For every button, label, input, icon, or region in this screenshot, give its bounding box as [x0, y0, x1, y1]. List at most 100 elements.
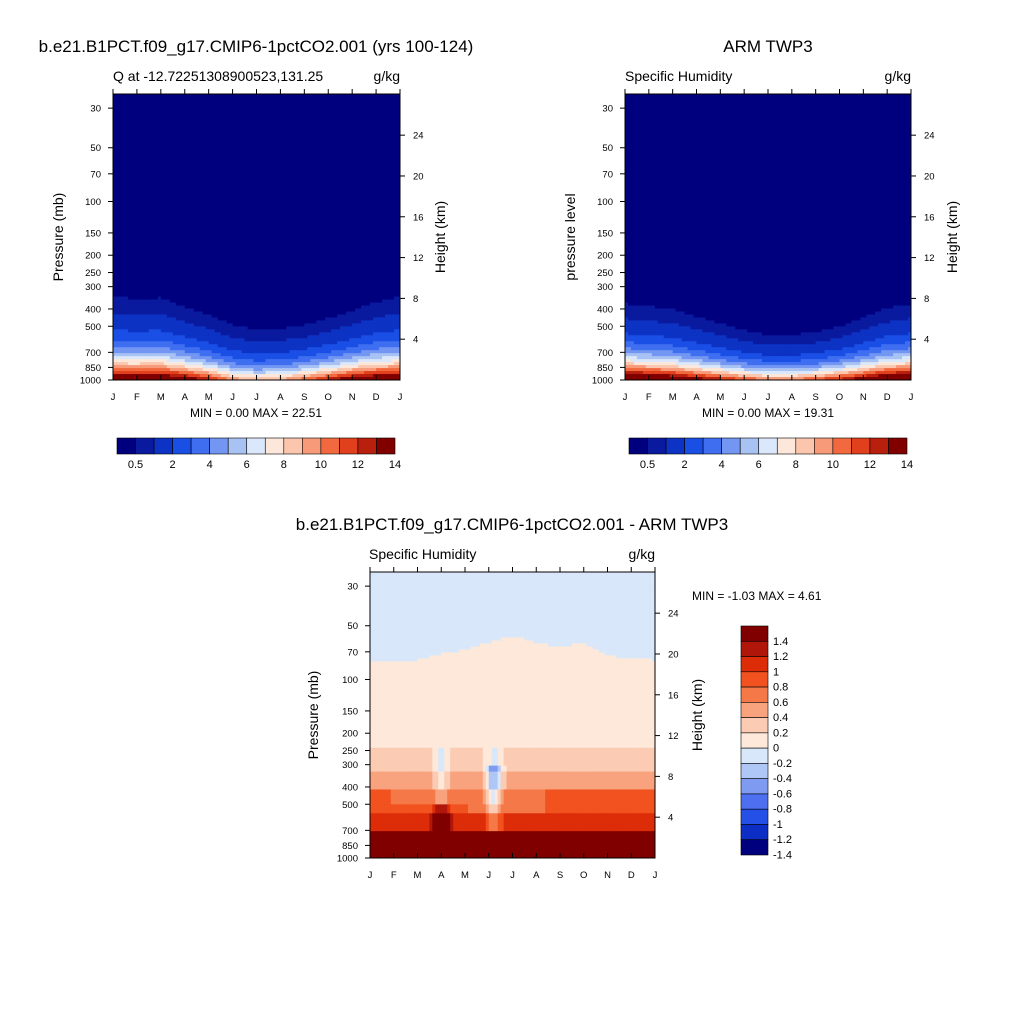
contour-cell: [361, 180, 365, 184]
contour-cell: [292, 210, 296, 214]
contour-cell: [298, 231, 302, 235]
contour-cell: [181, 99, 186, 104]
contour-cell: [280, 105, 285, 110]
contour-cell: [340, 228, 344, 232]
contour-cell: [277, 177, 282, 181]
contour-cell: [172, 126, 177, 131]
contour-cell: [313, 198, 317, 202]
contour-cell: [289, 99, 293, 104]
contour-cell: [151, 99, 156, 104]
contour-cell: [379, 141, 383, 146]
contour-cell: [349, 159, 353, 164]
contour-cell: [214, 144, 219, 149]
contour-cell: [253, 105, 258, 110]
contour-cell: [247, 219, 252, 223]
contour-cell: [217, 117, 222, 122]
contour-cell: [157, 237, 162, 241]
contour-cell: [346, 150, 350, 155]
contour-cell: [349, 96, 353, 101]
contour-cell: [271, 213, 276, 217]
contour-cell: [271, 210, 276, 214]
contour-cell: [337, 156, 341, 161]
contour-cell: [166, 111, 171, 116]
contour-cell: [352, 207, 356, 211]
contour-cell: [283, 94, 287, 98]
contour-cell: [394, 96, 398, 101]
contour-cell: [349, 237, 353, 241]
contour-cell: [217, 213, 222, 217]
contour-cell: [265, 99, 270, 104]
contour-cell: [211, 242, 216, 247]
contour-cell: [226, 159, 231, 164]
contour-cell: [244, 159, 249, 164]
contour-cell: [334, 201, 338, 205]
contour-cell: [157, 219, 162, 223]
contour-cell: [337, 237, 341, 241]
contour-cell: [148, 231, 153, 235]
panel-model: b.e21.B1PCT.f09_g17.CMIP6-1pctCO2.001 (y…: [39, 37, 474, 471]
contour-cell: [232, 242, 237, 247]
contour-cell: [247, 201, 252, 205]
contour-cell: [166, 198, 171, 202]
contour-cell: [172, 210, 177, 214]
contour-cell: [334, 132, 338, 137]
contour-cell: [199, 237, 204, 241]
contour-cell: [136, 195, 141, 199]
contour-cell: [250, 132, 255, 137]
contour-cell: [172, 168, 177, 173]
contour-cell: [229, 159, 234, 164]
contour-cell: [247, 231, 252, 235]
contour-cell: [145, 156, 150, 161]
contour-cell: [316, 198, 320, 202]
contour-cell: [301, 183, 305, 187]
contour-cell: [325, 207, 329, 211]
contour-cell: [358, 195, 362, 199]
contour-cell: [289, 195, 293, 199]
contour-cell: [235, 174, 240, 179]
contour-cell: [169, 239, 174, 244]
contour-cell: [373, 156, 377, 161]
contour-cell: [382, 120, 386, 125]
contour-cell: [280, 144, 285, 149]
contour-cell: [307, 174, 311, 179]
contour-cell: [397, 111, 400, 116]
contour-cell: [388, 168, 392, 173]
contour-cell: [271, 231, 276, 235]
contour-cell: [139, 225, 144, 229]
contour-cell: [373, 204, 377, 208]
contour-cell: [397, 186, 400, 190]
contour-cell: [379, 234, 383, 238]
contour-cell: [145, 222, 150, 226]
contour-cell: [382, 108, 386, 113]
contour-cell: [385, 99, 389, 104]
contour-cell: [379, 216, 383, 220]
contour-cell: [271, 147, 276, 152]
contour-cell: [382, 234, 386, 238]
contour-cell: [376, 180, 380, 184]
contour-cell: [355, 153, 359, 158]
contour-cell: [370, 165, 374, 170]
contour-cell: [247, 94, 252, 98]
contour-cell: [181, 177, 186, 181]
contour-cell: [265, 168, 270, 173]
contour-cell: [298, 117, 302, 122]
contour-cell: [217, 114, 222, 119]
contour-cell: [133, 159, 138, 164]
contour-cell: [331, 126, 335, 131]
contour-cell: [178, 129, 183, 134]
contour-cell: [346, 219, 350, 223]
contour-cell: [328, 123, 332, 128]
contour-cell: [166, 231, 171, 235]
contour-cell: [145, 171, 150, 176]
contour-cell: [361, 126, 365, 131]
contour-cell: [113, 96, 117, 101]
contour-cell: [244, 138, 249, 143]
contour-cell: [244, 231, 249, 235]
contour-cell: [211, 165, 216, 170]
contour-cell: [115, 171, 120, 176]
contour-cell: [196, 108, 201, 113]
contour-cell: [262, 94, 267, 98]
contour-cell: [283, 162, 287, 167]
contour-cell: [280, 120, 285, 125]
contour-cell: [352, 126, 356, 131]
